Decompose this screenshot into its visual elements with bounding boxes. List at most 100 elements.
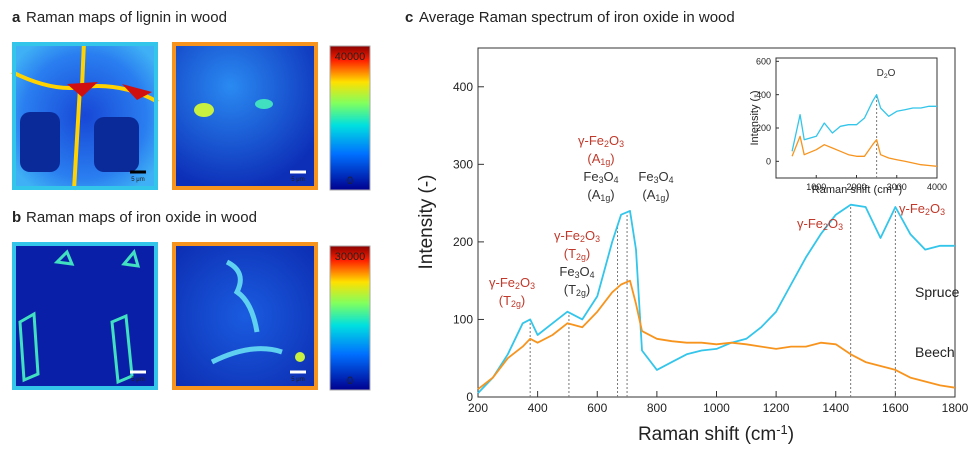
colorbar: [329, 45, 371, 191]
series-label: Beech: [915, 344, 955, 360]
map-bg: [172, 242, 318, 390]
annotation: γ-Fe2O3: [797, 216, 843, 232]
text-part: (T: [499, 293, 511, 308]
annotation: γ-Fe2O3: [554, 228, 600, 244]
x-tick-label: 1600: [882, 401, 909, 415]
map-border: [172, 42, 318, 190]
iron-deposit: [18, 248, 141, 385]
script-text: 2: [580, 234, 585, 244]
text-part: O: [580, 264, 590, 279]
annotation: (T2g): [564, 282, 590, 298]
text-part: O: [604, 169, 614, 184]
script-text: 2: [604, 139, 609, 149]
series-line: [477, 279, 956, 390]
panel-letter: a: [12, 9, 21, 26]
script-text: 1g: [600, 193, 610, 203]
text-part: O: [659, 169, 669, 184]
annotation: Fe3O4: [559, 264, 594, 280]
x-tick-label: 2000: [846, 182, 866, 192]
chart-letter: c: [405, 9, 413, 26]
text-part: ): [610, 151, 614, 166]
text-part: O: [930, 201, 940, 216]
text-part: O: [609, 133, 619, 148]
script-text: 2: [515, 281, 520, 291]
script-text: 1g: [600, 157, 610, 167]
script-text: 3: [654, 175, 659, 185]
script-text: 2g: [576, 288, 586, 298]
series-line: [477, 203, 955, 394]
script-text: 3: [940, 207, 945, 217]
script-text: -1: [776, 422, 787, 437]
script-text: -1: [892, 183, 899, 192]
annotation: γ-Fe2O3: [899, 201, 945, 217]
map-border: [172, 242, 318, 390]
hotspot: [194, 103, 214, 117]
script-text: 4: [669, 175, 674, 185]
script-text: 3: [838, 222, 843, 232]
raman-map: 5 μm: [172, 42, 318, 190]
text-part: ): [610, 187, 614, 202]
x-tick-label: 200: [468, 401, 488, 415]
text-part: γ-Fe: [489, 275, 515, 290]
scale-bar-label: 5 μm: [291, 377, 304, 383]
text-part: γ-Fe: [899, 201, 925, 216]
y-tick-label: 400: [453, 80, 473, 94]
text-part: ): [788, 424, 794, 445]
charts: c Average Raman spectrum of iron oxide in…: [405, 9, 969, 445]
script-text: 3: [575, 270, 580, 280]
text-part: O: [520, 275, 530, 290]
colorbar: [329, 245, 371, 391]
annotation: γ-Fe2O3: [489, 275, 535, 291]
chart-title: Average Raman spectrum of iron oxide in …: [419, 9, 735, 26]
text-part: (T: [564, 282, 576, 297]
script-text: 4: [590, 270, 595, 280]
panel-title: Raman maps of lignin in wood: [26, 9, 227, 26]
text-part: (A: [587, 151, 600, 166]
x-tick-label: 400: [528, 401, 548, 415]
x-tick-label: 1800: [942, 401, 969, 415]
colorbar-min: 0: [347, 175, 353, 187]
text-part: ): [521, 293, 525, 308]
scale-bar-label: 5 μm: [131, 377, 144, 383]
text-part: O: [888, 68, 896, 79]
script-text: 2: [823, 222, 828, 232]
plot-frame: [775, 57, 938, 179]
script-text: 3: [530, 281, 535, 291]
map-bg: [172, 42, 318, 190]
text-part: γ-Fe: [797, 216, 823, 231]
colorbar-max: 30000: [335, 251, 366, 263]
scale-bar-label: 5 μm: [291, 177, 304, 183]
annotation: (A1g): [587, 187, 614, 203]
annotation: (A1g): [642, 187, 669, 203]
series-label: Spruce: [915, 284, 960, 300]
map-border: [12, 42, 158, 190]
script-text: 3: [595, 234, 600, 244]
annotation: Fe3O4: [583, 169, 618, 185]
x-axis-label: Raman shift (cm-1): [812, 183, 902, 196]
text-part: D: [877, 68, 884, 79]
colorbar-min: 0: [347, 375, 353, 387]
text-part: ): [586, 246, 590, 261]
map-border: [12, 242, 158, 390]
panels: a Raman maps of lignin in wood 5 μm 5 μm 400…: [11, 9, 371, 391]
panel-title: Raman maps of iron oxide in wood: [26, 209, 257, 226]
lignin-corner: [67, 82, 152, 100]
y-tick-label: 600: [756, 56, 771, 66]
annotation: (T2g): [564, 246, 590, 262]
text-part: γ-Fe: [578, 133, 604, 148]
iron-deposit: [210, 259, 283, 365]
y-axis-label: Intensity (-): [749, 90, 761, 145]
script-text: 2g: [576, 252, 586, 262]
series-line: [791, 94, 937, 152]
text-part: ): [586, 282, 590, 297]
x-tick-label: 1400: [822, 401, 849, 415]
script-text: 3: [619, 139, 624, 149]
series-line: [791, 135, 938, 167]
hotspot: [255, 99, 273, 109]
y-tick-label: 300: [453, 158, 473, 172]
cell: [20, 112, 60, 172]
raman-map: 5 μm: [11, 41, 159, 191]
text-part: O: [828, 216, 838, 231]
script-text: 3: [599, 175, 604, 185]
x-tick-label: 800: [647, 401, 667, 415]
